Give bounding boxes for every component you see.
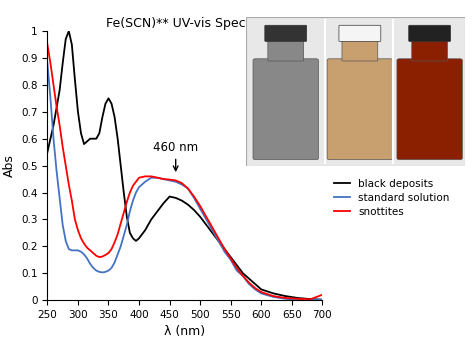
X-axis label: λ (nm): λ (nm): [164, 325, 205, 338]
FancyBboxPatch shape: [246, 17, 465, 166]
black deposits: [191, 208, 197, 212]
black deposits: [81, 142, 87, 146]
FancyBboxPatch shape: [327, 59, 392, 160]
black deposits: [319, 297, 325, 302]
standard solution: [45, 61, 50, 66]
snottites: [142, 174, 148, 178]
black deposits: [161, 201, 166, 205]
snottites: [319, 293, 325, 297]
black deposits: [45, 150, 50, 154]
black deposits: [66, 29, 72, 33]
Title: Fe(SCN)** UV-vis Spectra: Fe(SCN)** UV-vis Spectra: [106, 17, 264, 30]
FancyBboxPatch shape: [253, 59, 319, 160]
standard solution: [307, 298, 313, 302]
FancyBboxPatch shape: [412, 40, 447, 61]
standard solution: [142, 180, 148, 184]
black deposits: [148, 217, 154, 221]
snottites: [161, 177, 166, 181]
standard solution: [106, 268, 111, 273]
FancyBboxPatch shape: [409, 25, 451, 41]
black deposits: [115, 137, 120, 141]
Legend: black deposits, standard solution, snottites: black deposits, standard solution, snott…: [330, 175, 454, 221]
standard solution: [173, 180, 179, 184]
black deposits: [167, 195, 173, 199]
Line: snottites: snottites: [47, 45, 322, 299]
snottites: [307, 297, 313, 302]
standard solution: [319, 298, 325, 302]
FancyBboxPatch shape: [397, 59, 462, 160]
Y-axis label: Abs: Abs: [3, 154, 16, 177]
snottites: [173, 178, 179, 183]
standard solution: [210, 228, 215, 232]
snottites: [106, 251, 111, 255]
Line: standard solution: standard solution: [47, 63, 322, 300]
snottites: [47, 61, 53, 66]
FancyBboxPatch shape: [339, 25, 381, 41]
snottites: [210, 225, 215, 229]
FancyBboxPatch shape: [268, 40, 304, 61]
Text: 460 nm: 460 nm: [153, 141, 198, 171]
standard solution: [161, 177, 166, 181]
FancyBboxPatch shape: [265, 25, 307, 41]
FancyBboxPatch shape: [342, 40, 378, 61]
snottites: [45, 42, 50, 47]
standard solution: [47, 96, 53, 100]
Line: black deposits: black deposits: [47, 31, 322, 299]
